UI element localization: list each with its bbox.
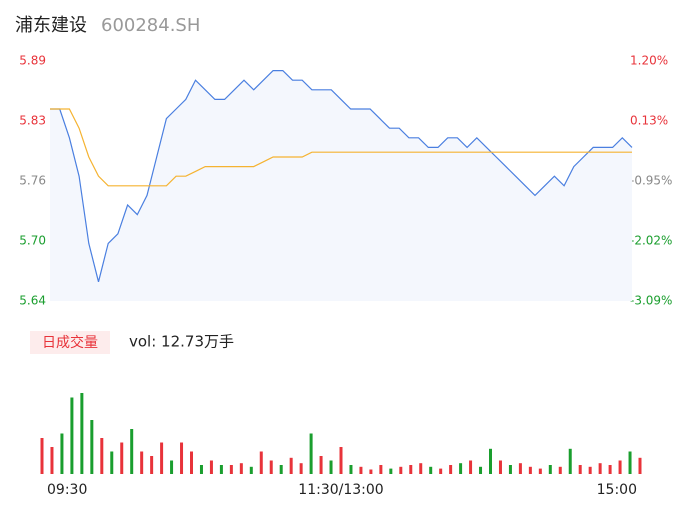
volume-label: vol: 12.73万手 <box>129 333 234 351</box>
volume-bar <box>199 465 203 474</box>
volume-bar <box>150 456 154 474</box>
volume-bar <box>239 463 243 474</box>
volume-bar <box>140 451 144 474</box>
volume-bar <box>508 465 512 474</box>
volume-bar <box>90 420 94 474</box>
volume-bar <box>459 463 463 474</box>
stock-code: 600284.SH <box>101 15 200 36</box>
volume-bar <box>538 468 542 474</box>
volume-bar <box>548 465 552 474</box>
volume-bar <box>379 465 383 474</box>
average-line <box>50 108 632 187</box>
volume-bar <box>568 448 572 474</box>
volume-bar <box>489 448 492 474</box>
x-tick-label: 11:30/13:00 <box>298 482 383 498</box>
volume-bar <box>618 460 622 474</box>
y2-tick-label: 1.20% <box>630 54 668 68</box>
stock-name: 浦东建设 <box>15 15 87 36</box>
volume-bar <box>449 465 453 474</box>
volume-bar <box>70 397 74 474</box>
volume-bar <box>319 456 323 474</box>
volume-bar <box>498 460 502 474</box>
volume-bar <box>339 447 343 474</box>
y-tick-label: 5.70 <box>19 234 46 248</box>
volume-bar <box>528 466 532 474</box>
volume-bar <box>518 463 522 474</box>
volume-bar <box>289 457 293 474</box>
volume-bar <box>359 466 363 474</box>
volume-bar <box>190 451 193 474</box>
volume-bar <box>209 460 213 474</box>
price-line <box>50 70 633 282</box>
x-tick-label: 15:00 <box>597 482 637 498</box>
volume-bar <box>389 468 393 474</box>
volume-bar <box>279 465 283 474</box>
volume-bar <box>578 465 582 474</box>
volume-bar <box>40 438 44 474</box>
volume-bar <box>399 466 403 474</box>
y2-tick-label: 0.13% <box>630 114 668 128</box>
y2-tick-label: -2.02% <box>630 234 672 248</box>
volume-bar <box>469 460 473 474</box>
volume-bar <box>558 466 562 474</box>
volume-bar <box>419 463 423 474</box>
volume-bar <box>349 465 353 474</box>
volume-bar <box>409 465 413 474</box>
y-tick-label: 5.76 <box>19 174 46 188</box>
y-tick-label: 5.89 <box>19 54 46 68</box>
volume-bar <box>429 466 433 474</box>
volume-bar <box>439 468 443 474</box>
volume-bar <box>160 442 164 474</box>
volume-bar <box>598 463 602 474</box>
volume-bar <box>588 466 592 474</box>
y-tick-label: 5.83 <box>19 114 46 128</box>
volume-bar <box>180 442 184 474</box>
volume-bar <box>50 447 54 474</box>
volume-bar <box>219 465 223 474</box>
y2-tick-label: -3.09% <box>630 294 672 308</box>
volume-bar <box>80 393 84 474</box>
volume-bar <box>479 466 483 474</box>
volume-bar <box>110 451 114 474</box>
y2-tick-label: -0.95% <box>630 174 672 188</box>
volume-bar <box>638 457 642 474</box>
y-tick-label: 5.64 <box>19 294 46 308</box>
volume-bar <box>100 438 104 474</box>
x-tick-label: 09:30 <box>47 482 87 498</box>
volume-bar <box>229 465 233 474</box>
volume-bar <box>120 442 124 474</box>
volume-bar <box>309 433 313 474</box>
volume-bar <box>249 466 253 474</box>
volume-bar <box>60 433 64 474</box>
volume-bar <box>329 460 333 474</box>
badge-bg <box>30 331 110 354</box>
price-area <box>50 70 632 301</box>
volume-bar <box>299 463 303 474</box>
volume-bar <box>369 469 373 474</box>
volume-bar <box>259 451 263 474</box>
volume-bar <box>628 451 632 474</box>
volume-bar <box>170 460 174 474</box>
volume-bar <box>130 429 134 474</box>
volume-bar <box>269 460 273 474</box>
volume-bar <box>608 465 612 474</box>
volume-badge: 日成交量 <box>42 334 98 351</box>
